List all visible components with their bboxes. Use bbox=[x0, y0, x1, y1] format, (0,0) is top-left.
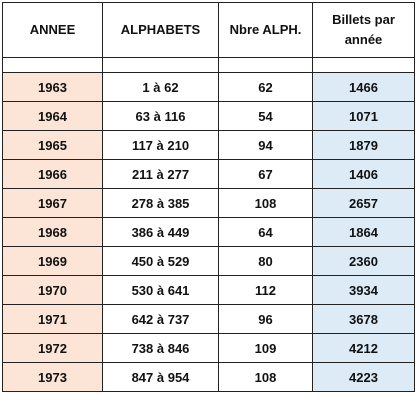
table-cell: 1864 bbox=[312, 217, 415, 247]
data-row: 1964 63 à 116 54 1071 bbox=[2, 101, 415, 131]
table-cell: 1971 bbox=[2, 304, 103, 334]
table-cell: 847 à 954 bbox=[102, 362, 219, 392]
table-cell: 4223 bbox=[312, 362, 415, 392]
table-cell: 1406 bbox=[312, 159, 415, 189]
data-row: 1969 450 à 529 80 2360 bbox=[2, 246, 415, 276]
table-cell: 94 bbox=[218, 130, 313, 160]
data-row: 1968 386 à 449 64 1864 bbox=[2, 217, 415, 247]
spacer-row bbox=[2, 57, 415, 73]
table-cell: 67 bbox=[218, 159, 313, 189]
table-cell: 2657 bbox=[312, 188, 415, 218]
table-cell: 1963 bbox=[2, 72, 103, 102]
table-body: 1963 1 à 62 62 1466 1964 63 à 116 54 1071 1965 11… bbox=[2, 57, 415, 392]
header-cell: Billets par année bbox=[312, 2, 415, 58]
table-cell: 642 à 737 bbox=[102, 304, 219, 334]
table-cell: 117 à 210 bbox=[102, 130, 219, 160]
table-cell: 62 bbox=[218, 72, 313, 102]
table-cell: 1969 bbox=[2, 246, 103, 276]
table-cell: 1466 bbox=[312, 72, 415, 102]
table-cell: 1071 bbox=[312, 101, 415, 131]
table-cell: 80 bbox=[218, 246, 313, 276]
header-cell: ANNEE bbox=[2, 2, 103, 58]
table-cell: 1972 bbox=[2, 333, 103, 363]
table-cell: 278 à 385 bbox=[102, 188, 219, 218]
data-row: 1966 211 à 277 67 1406 bbox=[2, 159, 415, 189]
data-row: 1967 278 à 385 108 2657 bbox=[2, 188, 415, 218]
table-cell: 112 bbox=[218, 275, 313, 305]
table-cell: 109 bbox=[218, 333, 313, 363]
table-cell: 738 à 846 bbox=[102, 333, 219, 363]
table-cell: 54 bbox=[218, 101, 313, 131]
header-row: ANNEE ALPHABETS Nbre ALPH. Billets par anné… bbox=[2, 2, 415, 58]
header-cell: ALPHABETS bbox=[102, 2, 219, 58]
data-row: 1965 117 à 210 94 1879 bbox=[2, 130, 415, 160]
table-cell: 2360 bbox=[312, 246, 415, 276]
table-cell: 1 à 62 bbox=[102, 72, 219, 102]
table-cell: 108 bbox=[218, 362, 313, 392]
table-cell: 4212 bbox=[312, 333, 415, 363]
table-cell: 386 à 449 bbox=[102, 217, 219, 247]
table-cell: 1970 bbox=[2, 275, 103, 305]
header-cell: Nbre ALPH. bbox=[218, 2, 313, 58]
table-cell: 1967 bbox=[2, 188, 103, 218]
table-cell: 63 à 116 bbox=[102, 101, 219, 131]
data-row: 1973 847 à 954 108 4223 bbox=[2, 362, 415, 392]
table-cell: 1965 bbox=[2, 130, 103, 160]
data-row: 1971 642 à 737 96 3678 bbox=[2, 304, 415, 334]
table-cell: 1968 bbox=[2, 217, 103, 247]
table-cell: 1879 bbox=[312, 130, 415, 160]
data-table: ANNEE ALPHABETS Nbre ALPH. Billets par anné… bbox=[2, 2, 415, 392]
data-row: 1963 1 à 62 62 1466 bbox=[2, 72, 415, 102]
table-cell: 3678 bbox=[312, 304, 415, 334]
table-cell: 530 à 641 bbox=[102, 275, 219, 305]
table-cell: 64 bbox=[218, 217, 313, 247]
table-cell: 108 bbox=[218, 188, 313, 218]
table-cell: 3934 bbox=[312, 275, 415, 305]
table-cell: 211 à 277 bbox=[102, 159, 219, 189]
table-cell: 1973 bbox=[2, 362, 103, 392]
table-cell: 1964 bbox=[2, 101, 103, 131]
data-row: 1972 738 à 846 109 4212 bbox=[2, 333, 415, 363]
table-cell: 96 bbox=[218, 304, 313, 334]
data-row: 1970 530 à 641 112 3934 bbox=[2, 275, 415, 305]
table-cell: 1966 bbox=[2, 159, 103, 189]
table-cell: 450 à 529 bbox=[102, 246, 219, 276]
